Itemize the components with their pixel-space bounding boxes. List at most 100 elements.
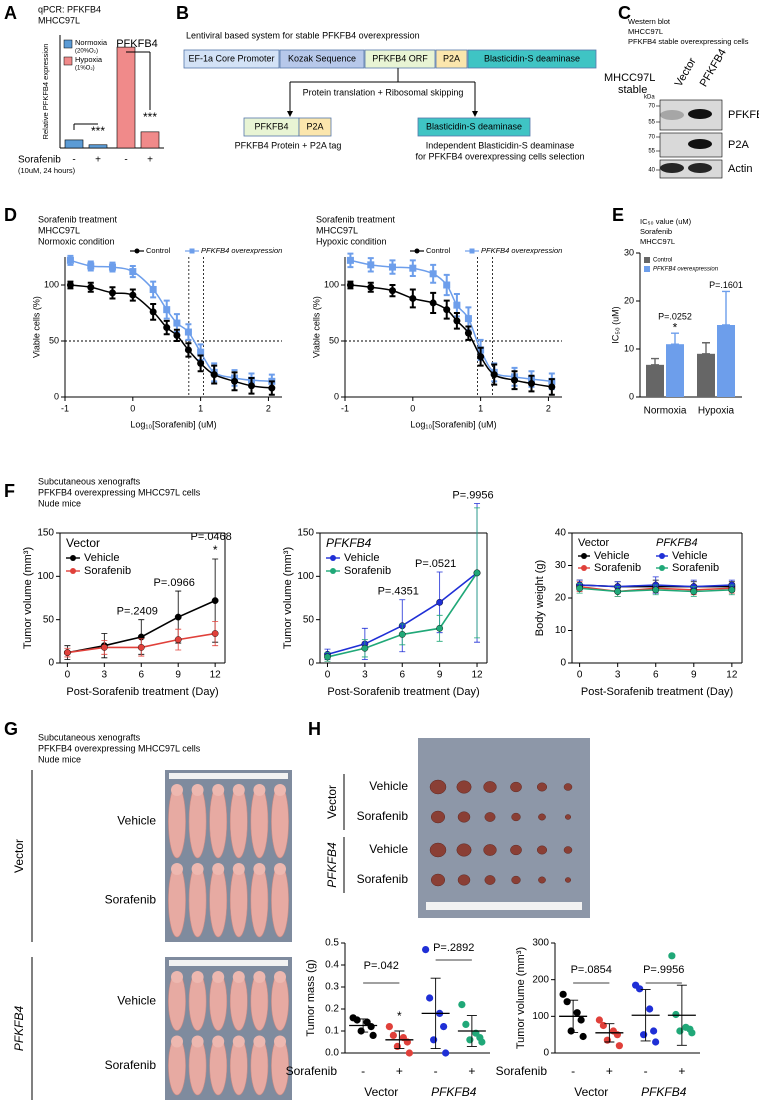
y-tick-label: 0.0 — [325, 1048, 339, 1059]
error-bar — [722, 290, 730, 326]
tumor — [430, 810, 446, 824]
data-point — [173, 331, 181, 339]
y-tick-label: 0.5 — [325, 938, 339, 949]
treatment-sign: - — [571, 1064, 575, 1078]
data-point — [129, 291, 137, 299]
data-point — [490, 371, 498, 379]
x-tick-label: 12 — [210, 670, 222, 681]
data-point — [197, 359, 205, 367]
data-point — [163, 306, 171, 314]
mouse-head — [191, 971, 204, 983]
data-point — [527, 380, 535, 388]
x-tick-label: 2 — [546, 403, 551, 413]
category-label: Hypoxia — [698, 406, 735, 417]
data-point — [636, 985, 644, 993]
treatment-label: Sorafenib — [286, 1064, 338, 1078]
axis-label: Tumor volume (mm³) — [22, 547, 34, 649]
legend-label: Control — [426, 246, 451, 255]
axis-label: Post-Sorafenib treatment (Day) — [327, 686, 479, 698]
y-tick-label: 100 — [324, 279, 339, 289]
product-label: PFKFB4 — [254, 121, 288, 131]
legend-label: PFKFB4 overexpression — [653, 267, 719, 273]
data-point — [231, 377, 239, 385]
construct-label: Kozak Sequence — [288, 53, 356, 63]
legend-marker — [70, 568, 76, 574]
blot-label: PFKFB4 — [728, 109, 759, 121]
row-label: Sorafenib — [105, 1058, 157, 1072]
x-tick-label: 3 — [615, 670, 621, 681]
y-tick-label: 0 — [54, 391, 59, 401]
x-tick-label: 12 — [471, 670, 483, 681]
process-label: Protein translation + Ribosomal skipping — [303, 87, 464, 97]
x-tick-label: 0 — [65, 670, 71, 681]
axis-label: Viable cells (%) — [31, 296, 41, 358]
data-point — [210, 371, 218, 379]
treatment-sign: + — [678, 1064, 685, 1078]
y-tick-label: 30 — [624, 247, 634, 257]
data-point — [324, 653, 331, 661]
ruler — [169, 773, 288, 779]
mouse-head — [253, 971, 266, 983]
tumor — [483, 781, 497, 793]
data-point — [442, 1049, 450, 1057]
mouse-head — [171, 784, 183, 796]
p-value: P=.9956 — [643, 964, 684, 976]
data-point — [453, 317, 461, 325]
data-point — [409, 294, 417, 302]
data-point — [174, 613, 182, 621]
data-point — [603, 1036, 611, 1044]
legend-label: Vehicle — [344, 552, 379, 564]
legend-swatch — [63, 56, 73, 66]
legend-label: Vehicle — [84, 552, 119, 564]
data-point — [464, 329, 472, 337]
y-tick-label: 200 — [532, 974, 549, 985]
data-point — [385, 1023, 393, 1031]
tumor — [457, 874, 471, 886]
axis-label: IC₅₀ (uM) — [610, 306, 620, 343]
bar — [116, 46, 136, 149]
y-tick-label: 10 — [555, 625, 567, 636]
caption-line: MHCC97L — [316, 225, 358, 235]
marker-label: 70 — [648, 135, 655, 141]
data-point — [477, 353, 485, 361]
axis-label: Body weight (g) — [534, 560, 546, 636]
x-tick-label: 12 — [726, 670, 738, 681]
legend-label: Control — [653, 258, 672, 264]
y-tick-label: 0 — [560, 658, 566, 669]
tumor — [538, 813, 546, 821]
product-label: P2A — [306, 121, 323, 131]
data-point — [576, 584, 584, 592]
data-point — [357, 1027, 365, 1035]
treatment-dose: (10uM, 24 hours) — [18, 166, 76, 175]
caption-line: qPCR: PFKFB4 — [38, 4, 101, 14]
data-point — [728, 586, 736, 594]
data-point — [388, 287, 396, 295]
y-tick-label: 0.2 — [325, 1004, 339, 1015]
category-label: PFKFB4 — [431, 1085, 477, 1099]
marker-label: 55 — [648, 149, 655, 155]
tumor — [511, 812, 521, 822]
significance: * — [673, 320, 678, 334]
group-label: PFKFB4 — [12, 1006, 26, 1052]
treatment-sign: - — [434, 1064, 438, 1078]
caption-line: PFKFB4 Protein + P2A tag — [235, 140, 342, 150]
legend-label: (20%O₂) — [75, 49, 98, 55]
bar — [697, 353, 715, 397]
legend-title: Vector — [66, 536, 100, 550]
data-point — [173, 319, 181, 327]
x-tick-label: 9 — [175, 670, 181, 681]
axis-label: Log₁₀[Sorafenib] (uM) — [130, 419, 216, 429]
data-point — [429, 299, 437, 307]
data-point — [652, 1038, 660, 1046]
data-point — [367, 1023, 375, 1031]
caption-line: Normoxic condition — [38, 236, 115, 246]
caption-line: Sorafenib treatment — [316, 214, 396, 224]
tumor — [536, 782, 548, 792]
construct-label: PFKFB4 ORF — [372, 53, 428, 63]
ruler — [169, 960, 288, 966]
data-point — [108, 263, 116, 271]
tumor — [510, 844, 522, 856]
panel-letter: H — [308, 719, 321, 739]
legend-label: Normoxia — [75, 38, 108, 47]
data-point — [184, 328, 192, 336]
